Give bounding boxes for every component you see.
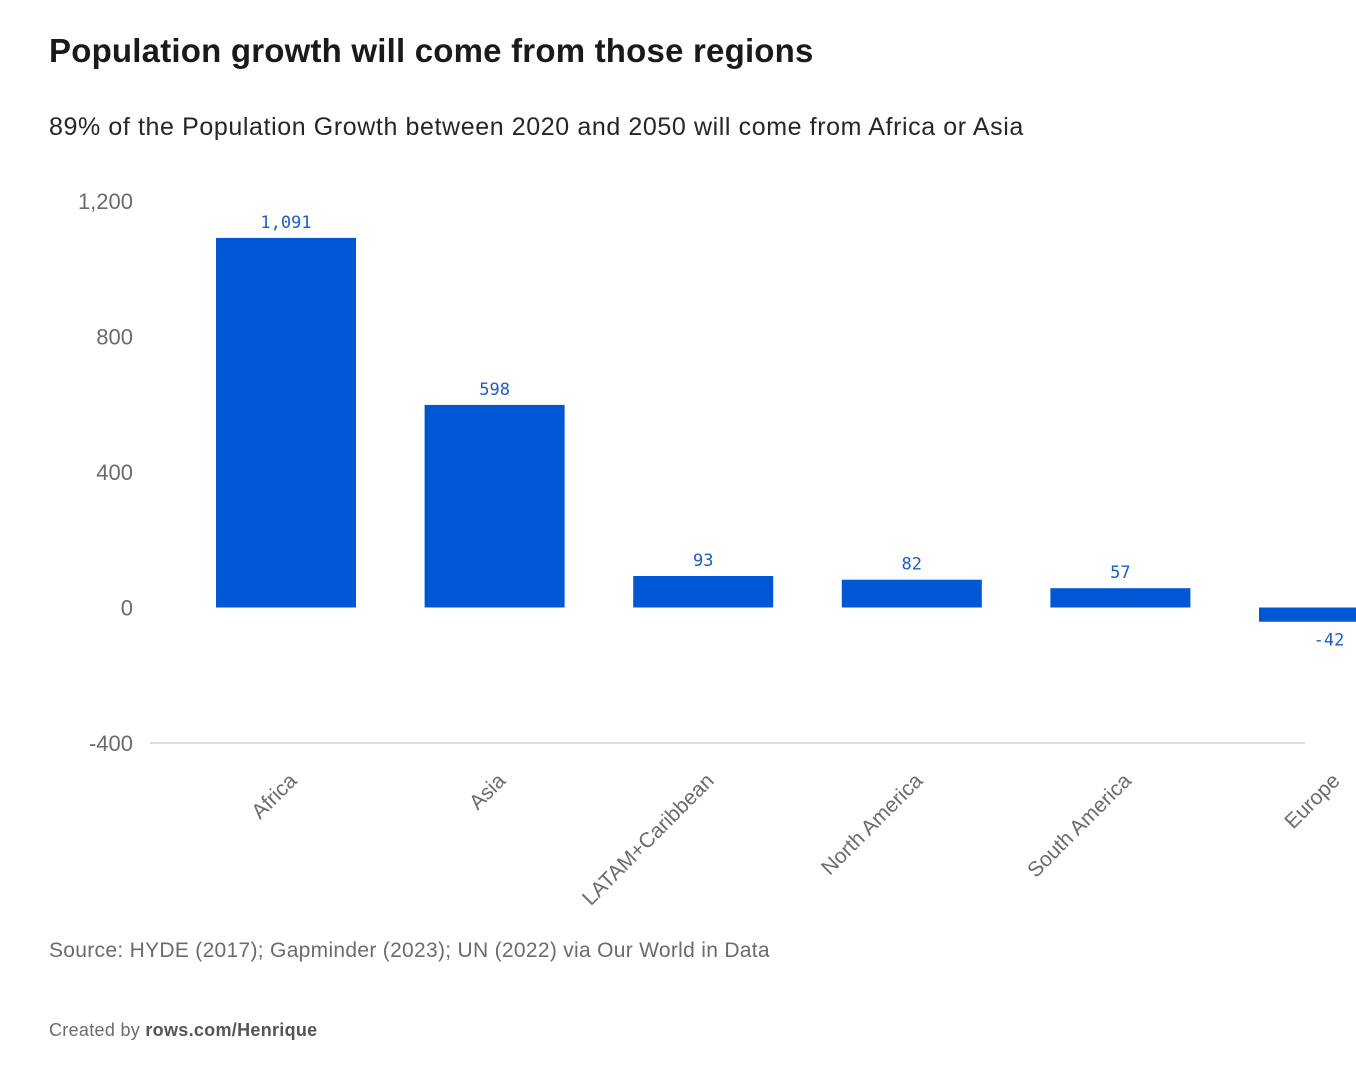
chart-title: Population growth will come from those r… (49, 32, 814, 69)
y-tick-label: 800 (96, 325, 133, 350)
credit-prefix: Created by (49, 1020, 146, 1040)
data-label: 1,091 (260, 213, 311, 233)
y-tick-label: 0 (121, 596, 133, 621)
x-tick-label: Africa (247, 769, 301, 823)
x-tick-label: North America (817, 769, 928, 880)
y-tick-label: -400 (89, 731, 133, 756)
data-label: -42 (1314, 631, 1345, 651)
bar (633, 575, 774, 608)
x-tick-label: Europe (1280, 769, 1344, 833)
data-label: 598 (479, 380, 510, 400)
x-tick-label: LATAM+Caribbean (578, 769, 719, 910)
credit-link[interactable]: rows.com/Henrique (145, 1020, 318, 1040)
source-note: Source: HYDE (2017); Gapminder (2023); U… (49, 939, 770, 962)
x-tick-label: Asia (465, 769, 510, 814)
data-label: 82 (902, 555, 922, 575)
bar (216, 237, 356, 608)
bar-chart: 1,200 800 400 0 -400 1,091 Africa 598 Asia 93 LATA… (78, 189, 1356, 910)
y-tick-label: 400 (96, 460, 133, 485)
credit-line: Created by rows.com/Henrique (49, 1020, 318, 1041)
x-tick-label: South America (1023, 769, 1136, 882)
data-label: 57 (1110, 563, 1130, 583)
y-tick-label: 1,200 (78, 189, 133, 214)
bar (1050, 588, 1191, 608)
chart-subtitle: 89% of the Population Growth between 202… (49, 113, 1024, 141)
bar (841, 579, 982, 608)
bar (1259, 607, 1356, 622)
bar (424, 404, 565, 608)
data-label: 93 (693, 551, 713, 571)
